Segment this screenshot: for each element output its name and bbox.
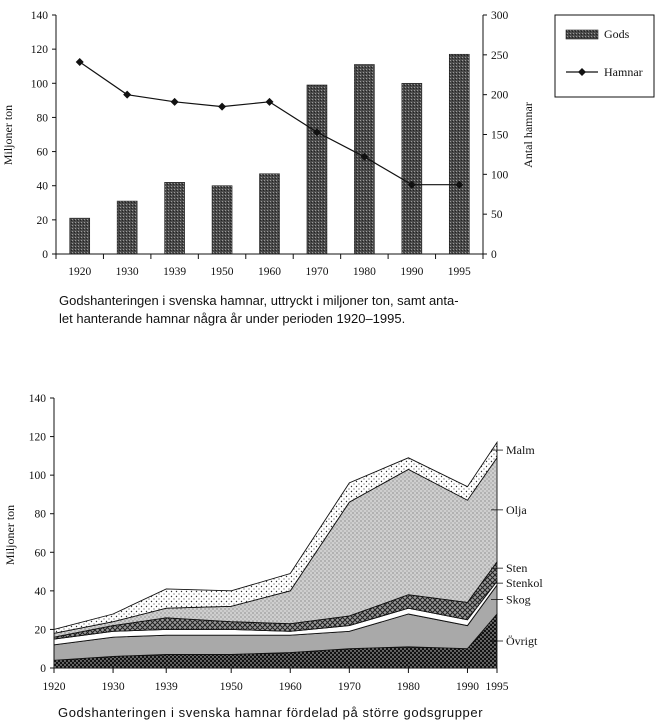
chart1-y-tick-label: 120 bbox=[31, 44, 49, 56]
chart2-layer-label-sten: Sten bbox=[506, 561, 527, 575]
chart1-point-1960 bbox=[265, 97, 274, 106]
chart2-x-tick-label: 1970 bbox=[338, 681, 361, 693]
chart1-bar-1970 bbox=[306, 84, 328, 255]
chart1-x-tick-label: 1920 bbox=[68, 266, 91, 278]
chart2-areas bbox=[53, 440, 498, 669]
chart1-y2-tick-label: 0 bbox=[491, 249, 497, 261]
chart1-point-1970 bbox=[312, 128, 321, 137]
chart1: 0 20 40 60 80 100 120 140 0 50 100 150 200 250 300 19… bbox=[1, 10, 655, 278]
chart1-y-tick-label: 60 bbox=[37, 147, 49, 159]
chart1-caption-line2: let hanterande hamnar några år under per… bbox=[59, 311, 406, 326]
chart2-layer-label-olja: Olja bbox=[506, 503, 527, 517]
chart2-layer-label-övrigt: Övrigt bbox=[506, 634, 538, 648]
chart1-point-1990 bbox=[407, 180, 416, 189]
chart1-x-tick-label: 1930 bbox=[116, 266, 139, 278]
chart2-x-tick-label: 1980 bbox=[397, 681, 420, 693]
chart1-y-tick-label: 80 bbox=[37, 112, 49, 124]
chart1-point-1980 bbox=[360, 152, 369, 161]
chart1-legend: Gods Hamnar bbox=[554, 14, 655, 98]
chart2-x-tick-label: 1939 bbox=[155, 681, 178, 693]
chart2-x-ticks: 1920 1930 1939 1950 1960 1970 1980 1990 1995 bbox=[43, 668, 509, 693]
chart1-y2-tick-label: 300 bbox=[491, 10, 509, 22]
chart1-y2-tick-label: 50 bbox=[491, 209, 503, 221]
chart2-y-ticks: 0 20 40 60 80 100 120 140 bbox=[29, 393, 54, 675]
chart1-point-1930 bbox=[123, 90, 132, 99]
chart2-y-tick-label: 100 bbox=[29, 470, 47, 482]
chart2-y-tick-label: 0 bbox=[40, 663, 46, 675]
chart1-point-1939 bbox=[170, 97, 179, 106]
chart1-x-tick-label: 1950 bbox=[211, 266, 234, 278]
chart1-bar-1995 bbox=[448, 53, 470, 255]
chart1-ylabel: Miljoner ton bbox=[1, 105, 15, 165]
chart1-bar-1950 bbox=[211, 185, 233, 255]
chart2-area-malm bbox=[53, 440, 498, 634]
legend-gods-swatch bbox=[565, 29, 599, 40]
chart1-y2-tick-label: 100 bbox=[491, 169, 509, 181]
chart1-bar-1939 bbox=[164, 182, 185, 255]
chart1-y2-tick-label: 150 bbox=[491, 130, 509, 142]
chart1-y-tick-label: 0 bbox=[42, 249, 48, 261]
chart1-x-tick-label: 1960 bbox=[258, 266, 281, 278]
chart1-y-tick-label: 40 bbox=[37, 181, 49, 193]
chart1-y2-tick-label: 250 bbox=[491, 50, 509, 62]
chart2-x-tick-label: 1930 bbox=[102, 681, 125, 693]
legend-hamnar-marker bbox=[578, 68, 586, 76]
chart2-y-tick-label: 80 bbox=[35, 509, 47, 521]
chart1-x-tick-label: 1970 bbox=[305, 266, 328, 278]
chart1-bars bbox=[69, 53, 470, 255]
chart1-y-tick-label: 140 bbox=[31, 10, 49, 22]
legend-gods-label: Gods bbox=[604, 27, 630, 41]
chart2-caption: Godshanteringen i svenska hamnar fördela… bbox=[58, 705, 484, 720]
legend-hamnar-label: Hamnar bbox=[604, 65, 643, 79]
chart1-caption-line1: Godshanteringen i svenska hamnar, uttryc… bbox=[59, 293, 459, 308]
chart2-x-tick-label: 1960 bbox=[279, 681, 302, 693]
chart2-y-tick-label: 60 bbox=[35, 547, 47, 559]
chart1-x-ticks: 1920 1930 1939 1950 1960 1970 1980 1990 1995 bbox=[55, 254, 484, 278]
chart2-ylabel: Miljoner ton bbox=[3, 505, 17, 565]
chart2-x-tick-label: 1995 bbox=[486, 681, 509, 693]
chart1-y2-tick-label: 200 bbox=[491, 90, 509, 102]
chart1-x-tick-label: 1995 bbox=[448, 266, 471, 278]
chart1-point-1920 bbox=[75, 58, 84, 67]
chart1-x-tick-label: 1980 bbox=[353, 266, 376, 278]
chart2-y-tick-label: 20 bbox=[35, 624, 47, 636]
chart1-caption: Godshanteringen i svenska hamnar, uttryc… bbox=[59, 292, 489, 328]
chart1-y-tick-label: 20 bbox=[37, 215, 49, 227]
chart2-x-tick-label: 1950 bbox=[220, 681, 243, 693]
chart1-y-tick-label: 100 bbox=[31, 78, 49, 90]
chart2-layer-label-skog: Skog bbox=[506, 593, 531, 607]
chart1-bar-1990 bbox=[401, 82, 423, 255]
chart1-y2label: Antal hamnar bbox=[521, 102, 535, 168]
chart2-y-tick-label: 40 bbox=[35, 586, 47, 598]
chart1-point-1995 bbox=[455, 180, 464, 189]
chart1-y-ticks: 0 20 40 60 80 100 120 140 bbox=[31, 10, 56, 261]
chart1-x-tick-label: 1939 bbox=[163, 266, 186, 278]
chart1-point-1950 bbox=[218, 102, 227, 111]
chart1-line bbox=[75, 58, 464, 189]
chart2-layer-label-stenkol: Stenkol bbox=[506, 576, 543, 590]
legend-box bbox=[554, 14, 655, 98]
chart1-bar-1960 bbox=[259, 173, 280, 255]
chart2-x-tick-label: 1990 bbox=[456, 681, 479, 693]
chart1-bar-1930 bbox=[116, 200, 138, 255]
chart2-layer-label-malm: Malm bbox=[506, 443, 535, 457]
chart2-y-tick-label: 120 bbox=[29, 432, 47, 444]
chart2-x-tick-label: 1920 bbox=[43, 681, 66, 693]
chart1-y2-ticks: 0 50 100 150 200 250 300 bbox=[483, 10, 509, 261]
chart2-y-tick-label: 140 bbox=[29, 393, 47, 405]
chart1-x-tick-label: 1990 bbox=[400, 266, 423, 278]
chart1-bar-1920 bbox=[69, 217, 91, 255]
